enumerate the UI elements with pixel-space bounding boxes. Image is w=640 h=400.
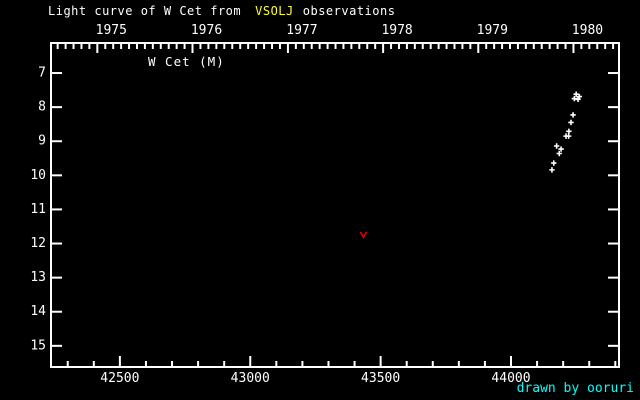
data-point	[556, 150, 562, 157]
data-point	[566, 128, 572, 135]
y-axis-tick-label: 15	[30, 338, 46, 353]
y-axis-tick-label: 7	[38, 66, 46, 81]
y-axis-tick-label: 14	[30, 304, 46, 319]
data-point	[570, 112, 576, 118]
chart-title: Light curve of W Cet from VSOLJ observatio…	[48, 4, 395, 19]
chart-title-suffix: observations	[302, 4, 396, 18]
top-axis-year-label: 1975	[96, 23, 127, 38]
y-axis-tick-label: 8	[38, 100, 46, 115]
data-point	[553, 143, 560, 149]
top-axis-year-label: 1977	[286, 23, 317, 38]
x-axis-tick-label: 43000	[231, 371, 270, 386]
top-axis-year-label: 1980	[572, 23, 603, 38]
y-axis-tick-label: 9	[38, 134, 46, 149]
data-point	[575, 96, 581, 102]
data-point	[573, 91, 579, 97]
y-axis-tick-label: 11	[30, 202, 46, 217]
y-axis-tick-label: 13	[30, 270, 46, 285]
star-name-label: W Cet (M)	[148, 54, 225, 69]
top-axis-year-label: 1978	[381, 23, 412, 38]
data-point	[549, 167, 555, 173]
data-point	[551, 160, 557, 166]
x-axis-tick-label: 42500	[100, 371, 139, 386]
x-axis-tick-label: 44000	[491, 371, 530, 386]
plot-frame	[50, 42, 620, 368]
data-point	[565, 133, 572, 139]
top-axis-year-label: 1979	[477, 23, 508, 38]
credit-text: drawn by ooruri	[516, 381, 634, 396]
y-axis-tick-label: 10	[30, 168, 46, 183]
data-point	[558, 146, 564, 152]
limit-marker	[359, 231, 368, 239]
chart-title-prefix: Light curve of W Cet from	[48, 4, 242, 18]
y-axis-tick-label: 12	[30, 236, 46, 251]
x-axis-tick-label: 43500	[361, 371, 400, 386]
data-point	[568, 119, 574, 126]
top-axis-year-label: 1976	[191, 23, 222, 38]
vsolj-highlight: VSOLJ	[255, 4, 294, 18]
data-point	[576, 93, 583, 100]
